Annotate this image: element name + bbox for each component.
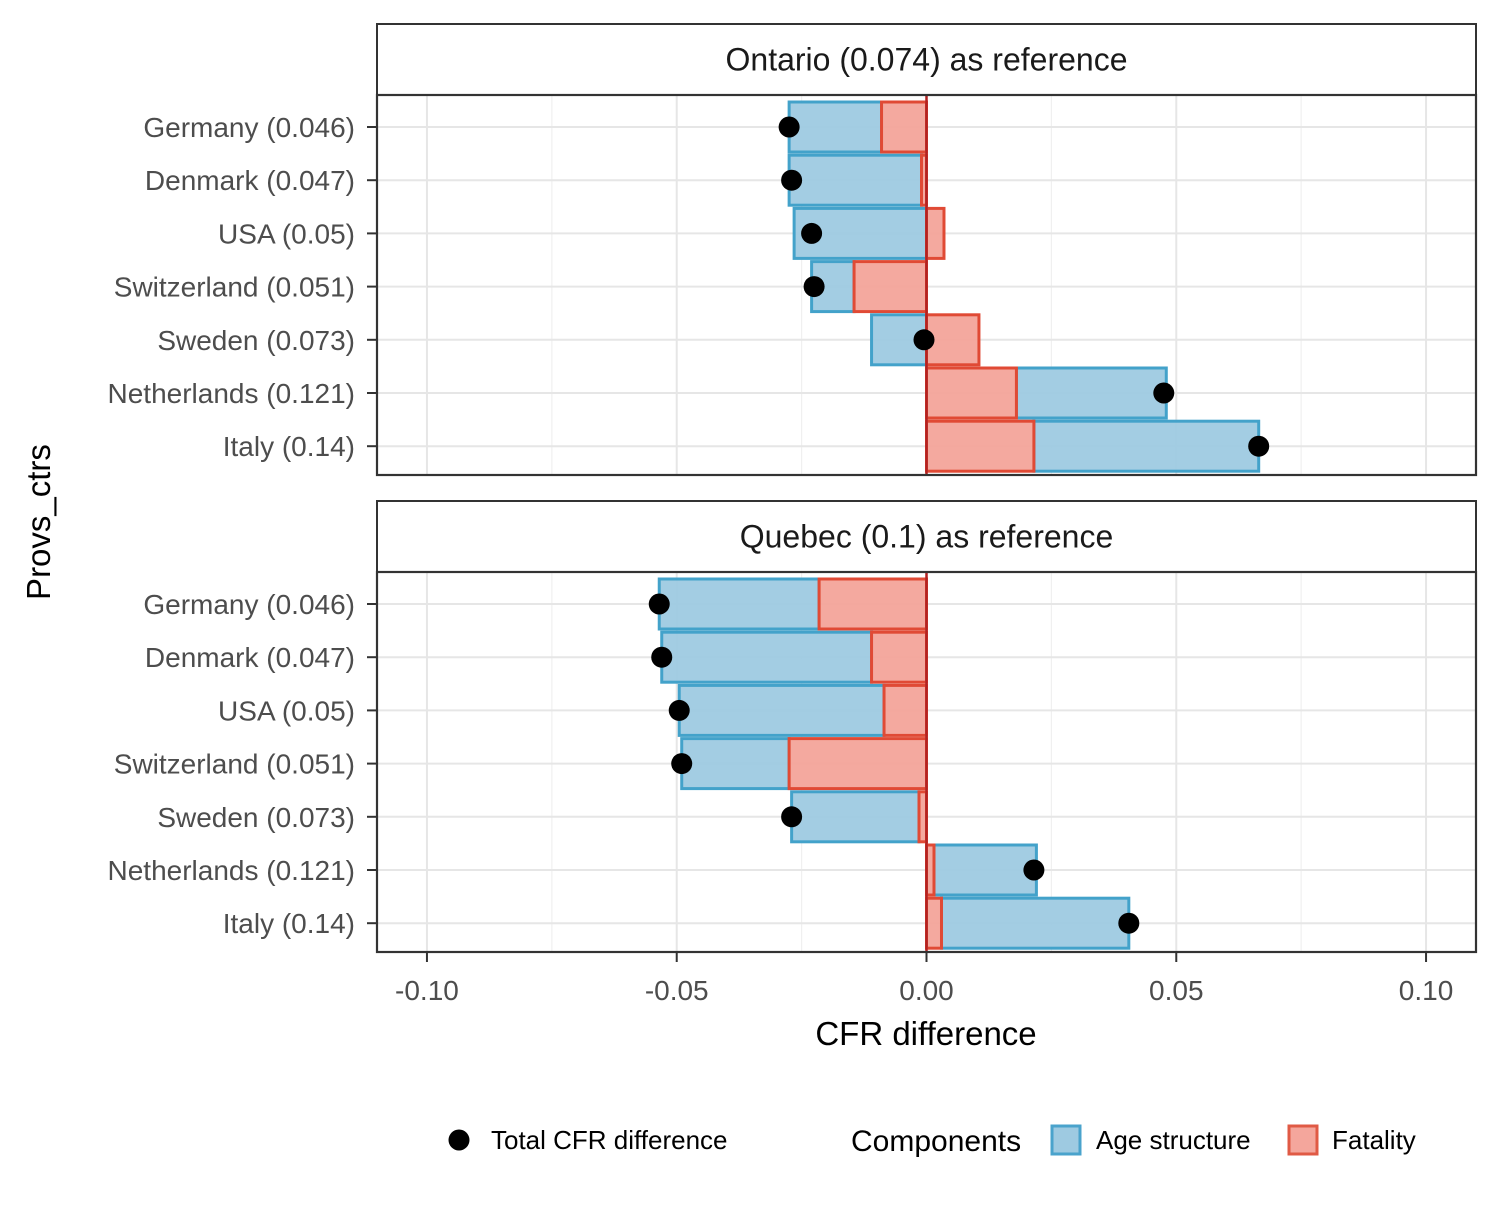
bar-fatality	[925, 896, 943, 950]
legend: Total CFR difference Components Age struct…	[448, 1124, 1416, 1158]
total-cfr-point	[781, 806, 803, 828]
legend-age-label: Age structure	[1096, 1125, 1251, 1155]
bar-fatality	[925, 206, 946, 260]
y-tick-label: Switzerland (0.051)	[114, 749, 355, 780]
bar-age-structure	[680, 737, 791, 791]
bar-age-structure	[790, 790, 921, 844]
total-cfr-point	[648, 593, 670, 615]
bar-fatality	[925, 313, 981, 367]
total-cfr-point	[778, 116, 800, 138]
bar-age-structure	[787, 100, 884, 154]
total-cfr-point	[1153, 382, 1175, 404]
total-cfr-point	[651, 646, 673, 668]
bar-fatality	[880, 100, 928, 154]
total-cfr-point	[1023, 859, 1045, 881]
bar-fatality	[925, 419, 1036, 473]
panels-layer: Ontario (0.074) as reference Germany (0.0…	[108, 23, 1478, 954]
legend-fatality-key	[1287, 1124, 1319, 1156]
bar-age-structure	[787, 153, 924, 207]
x-axis-title: CFR difference	[815, 1015, 1036, 1052]
legend-age-key	[1050, 1124, 1082, 1156]
total-cfr-point	[1118, 912, 1140, 934]
legend-point-key	[448, 1129, 470, 1151]
bar-fatality	[817, 577, 928, 631]
y-tick-label: Switzerland (0.051)	[114, 272, 355, 303]
x-tick-label: -0.05	[645, 975, 709, 1006]
bar-fatality	[852, 260, 929, 314]
y-tick-label: Netherlands (0.121)	[108, 855, 355, 886]
facet-strip	[376, 500, 1477, 573]
total-cfr-point	[1248, 435, 1270, 457]
total-cfr-point	[781, 169, 803, 191]
y-tick-label: Netherlands (0.121)	[108, 378, 355, 409]
legend-fatality-label: Fatality	[1332, 1125, 1416, 1155]
facet-panel: Quebec (0.1) as reference Germany (0.046)…	[108, 500, 1478, 954]
y-tick-label: Germany (0.046)	[143, 112, 355, 143]
bar-age-structure	[939, 896, 1131, 950]
y-tick-label: Sweden (0.073)	[157, 325, 355, 356]
total-cfr-point	[671, 753, 693, 775]
facet-strip-label: Ontario (0.074) as reference	[726, 42, 1128, 78]
y-axis-title: Provs_ctrs	[20, 444, 57, 600]
bar-age-structure	[1014, 366, 1168, 420]
bar-fatality	[870, 630, 928, 684]
bar-fatality	[925, 366, 1018, 420]
total-cfr-point	[913, 329, 935, 351]
facet-panel: Ontario (0.074) as reference Germany (0.0…	[108, 23, 1478, 477]
y-tick-label: USA (0.05)	[218, 695, 355, 726]
y-tick-label: Germany (0.046)	[143, 589, 355, 620]
y-tick-label: Denmark (0.047)	[145, 642, 355, 673]
bar-fatality	[882, 683, 928, 737]
bar-age-structure	[657, 577, 821, 631]
y-tick-label: Italy (0.14)	[223, 431, 355, 462]
bar-age-structure	[1032, 419, 1261, 473]
y-tick-label: Denmark (0.047)	[145, 165, 355, 196]
x-tick-label: 0.00	[899, 975, 954, 1006]
y-tick-label: USA (0.05)	[218, 218, 355, 249]
bar-age-structure	[677, 683, 886, 737]
facet-strip-label: Quebec (0.1) as reference	[740, 519, 1114, 555]
x-tick-label: 0.10	[1399, 975, 1454, 1006]
panel-border	[375, 93, 1478, 477]
x-tick-label: -0.10	[395, 975, 459, 1006]
total-cfr-point	[801, 222, 823, 244]
y-tick-label: Sweden (0.073)	[157, 802, 355, 833]
bar-age-structure	[932, 843, 1038, 897]
facet-strip	[376, 23, 1477, 96]
legend-point-label: Total CFR difference	[491, 1125, 728, 1155]
total-cfr-point	[803, 276, 825, 298]
x-axis: -0.10 -0.05 0.00 0.05 0.10	[395, 952, 1453, 1006]
bar-age-structure	[660, 630, 874, 684]
x-tick-label: 0.05	[1149, 975, 1204, 1006]
bar-fatality	[787, 737, 928, 791]
legend-fill-title: Components	[851, 1125, 1021, 1158]
total-cfr-point	[668, 699, 690, 721]
y-tick-label: Italy (0.14)	[223, 908, 355, 939]
